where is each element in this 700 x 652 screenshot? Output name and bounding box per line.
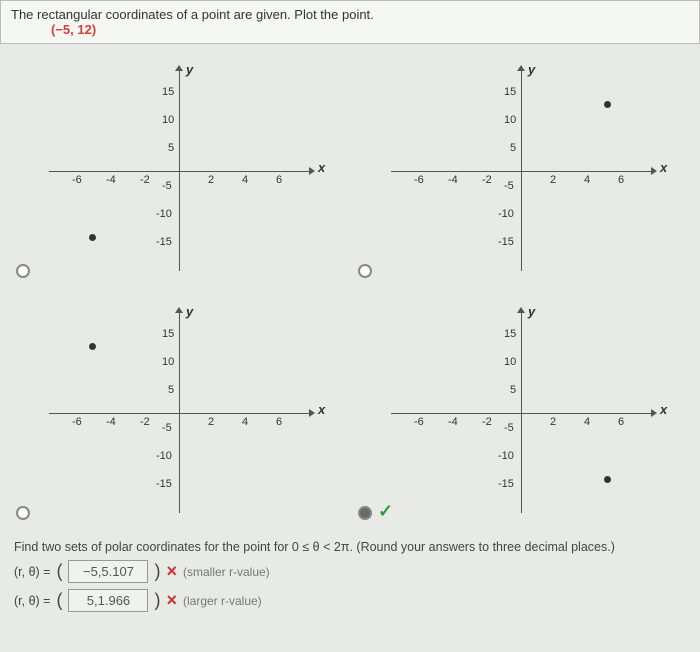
question-prompt: The rectangular coordinates of a point a… (11, 7, 689, 22)
x-axis-label: x (660, 160, 667, 175)
y-axis-label: y (528, 62, 535, 77)
polar-prompt: Find two sets of polar coordinates for t… (14, 540, 686, 554)
plotted-point (89, 343, 96, 350)
plotted-point (604, 101, 611, 108)
polar-answer-row-2: (r, θ) = ( ) × (larger r-value) (14, 589, 686, 612)
plot-option-b[interactable]: y x 15 10 5 -5 -10 -15 -6 -4 -2 2 4 6 (352, 52, 690, 290)
page: The rectangular coordinates of a point a… (0, 0, 700, 652)
x-axis-label: x (318, 402, 325, 417)
polar-answer-row-1: (r, θ) = ( ) × (smaller r-value) (14, 560, 686, 583)
arrow-right-icon (651, 409, 657, 417)
paren-close: ) (154, 590, 160, 611)
row-label: (r, θ) = (14, 594, 50, 608)
polar-input-2[interactable] (68, 589, 148, 612)
plot-option-c[interactable]: y x 15 10 5 -5 -10 -15 -6 -4 -2 2 4 6 (10, 294, 348, 532)
arrow-up-icon (517, 307, 525, 313)
arrow-right-icon (309, 167, 315, 175)
polar-input-1[interactable] (68, 560, 148, 583)
x-axis-label: x (660, 402, 667, 417)
plot-option-a[interactable]: y x 15 10 5 -5 -10 -15 -6 -4 -2 2 4 6 (10, 52, 348, 290)
x-mark-icon: × (166, 590, 177, 611)
hint-text: (smaller r-value) (183, 565, 270, 579)
coordinate-chart: y x 15 10 5 -5 -10 -15 -6 -4 -2 2 4 6 (44, 308, 314, 518)
arrow-right-icon (651, 167, 657, 175)
arrow-right-icon (309, 409, 315, 417)
radio-icon[interactable] (358, 506, 372, 520)
radio-icon[interactable] (16, 264, 30, 278)
arrow-up-icon (175, 307, 183, 313)
arrow-up-icon (175, 65, 183, 71)
row-label: (r, θ) = (14, 565, 50, 579)
plotted-point (604, 476, 611, 483)
polar-question: Find two sets of polar coordinates for t… (0, 532, 700, 620)
paren-open: ( (56, 590, 62, 611)
radio-icon[interactable] (16, 506, 30, 520)
x-axis-label: x (318, 160, 325, 175)
plots-grid: y x 15 10 5 -5 -10 -15 -6 -4 -2 2 4 6 (0, 52, 700, 532)
y-axis (521, 313, 522, 513)
coordinate-chart: y x 15 10 5 -5 -10 -15 -6 -4 -2 2 4 6 (44, 66, 314, 276)
paren-open: ( (56, 561, 62, 582)
given-coordinates: (−5, 12) (51, 22, 689, 37)
coordinate-chart: y x 15 10 5 -5 -10 -15 -6 -4 -2 2 4 6 (386, 66, 656, 276)
y-axis (179, 71, 180, 271)
coordinate-chart: y x 15 10 5 -5 -10 -15 -6 -4 -2 2 4 6 (386, 308, 656, 518)
plotted-point (89, 234, 96, 241)
plot-option-d[interactable]: ✓ y x 15 10 5 -5 -10 -15 -6 -4 -2 2 4 6 (352, 294, 690, 532)
radio-icon[interactable] (358, 264, 372, 278)
question-box: The rectangular coordinates of a point a… (0, 0, 700, 44)
y-axis-label: y (186, 304, 193, 319)
paren-close: ) (154, 561, 160, 582)
arrow-up-icon (517, 65, 525, 71)
hint-text: (larger r-value) (183, 594, 262, 608)
y-axis-label: y (528, 304, 535, 319)
y-axis (179, 313, 180, 513)
y-axis-label: y (186, 62, 193, 77)
x-mark-icon: × (166, 561, 177, 582)
y-axis (521, 71, 522, 271)
